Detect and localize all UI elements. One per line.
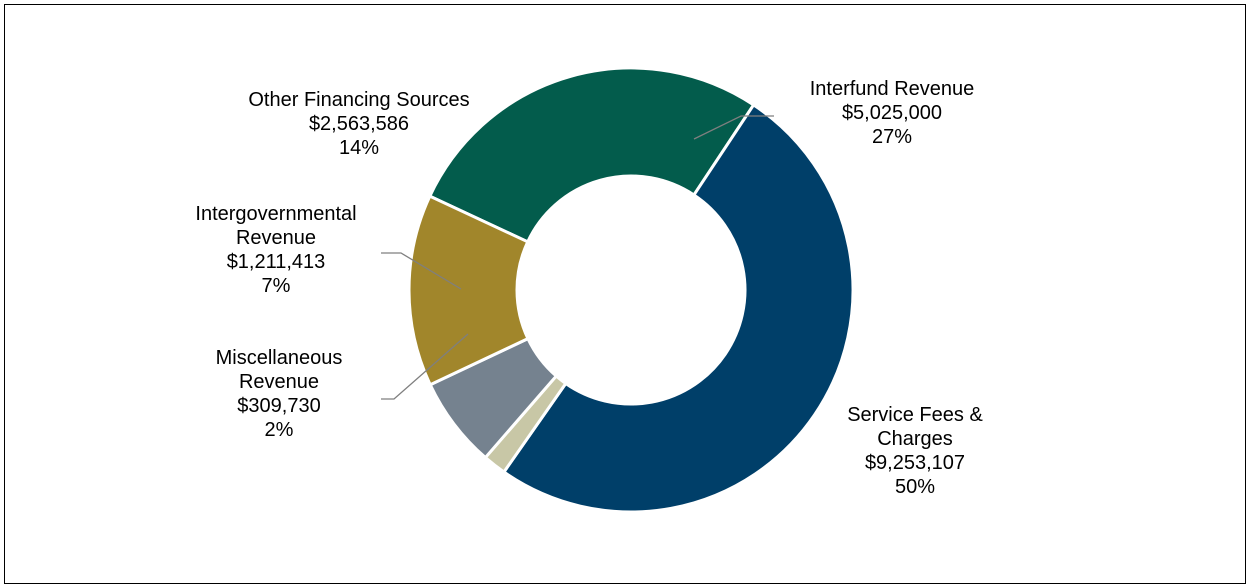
data-label-2: Miscellaneous Revenue $309,730 2% (216, 347, 343, 441)
data-label-4-line-1: $2,563,586 (309, 113, 409, 135)
leader-lines-group (381, 115, 774, 400)
data-label-3-line-3: 7% (262, 275, 291, 297)
data-label-3: Intergovernmental Revenue $1,211,413 7% (195, 203, 356, 297)
data-label-4-line-2: 14% (339, 137, 379, 159)
data-label-1-line-0: Service Fees & (847, 404, 983, 426)
slices-group (407, 66, 855, 514)
data-label-3-line-1: Revenue (236, 227, 316, 249)
data-label-1: Service Fees & Charges $9,253,107 50% (847, 404, 983, 498)
data-label-4: Other Financing Sources $2,563,586 14% (248, 89, 469, 159)
data-label-0-line-1: $5,025,000 (842, 102, 942, 124)
leader-line-2 (381, 333, 469, 400)
data-label-4-line-0: Other Financing Sources (248, 89, 469, 111)
leader-line-3 (381, 252, 462, 290)
data-label-3-line-2: $1,211,413 (227, 251, 326, 273)
data-label-1-line-2: $9,253,107 (865, 452, 965, 474)
slice-0 (427, 66, 756, 244)
leader-line-0 (693, 115, 774, 140)
data-label-1-line-3: 50% (895, 476, 935, 498)
slice-1 (501, 102, 855, 514)
labels-group: Interfund Revenue $5,025,000 27% Service Fe… (195, 78, 983, 498)
data-label-2-line-2: $309,730 (237, 395, 320, 417)
data-label-2-line-1: Revenue (239, 371, 319, 393)
data-label-1-line-1: Charges (877, 428, 953, 450)
data-label-2-line-0: Miscellaneous (216, 347, 343, 369)
data-label-0: Interfund Revenue $5,025,000 27% (810, 78, 975, 148)
slice-4 (407, 194, 530, 387)
data-label-0-line-2: 27% (872, 126, 912, 148)
data-label-3-line-0: Intergovernmental (195, 203, 356, 225)
data-label-0-line-0: Interfund Revenue (810, 78, 975, 100)
data-label-2-line-3: 2% (265, 419, 294, 441)
